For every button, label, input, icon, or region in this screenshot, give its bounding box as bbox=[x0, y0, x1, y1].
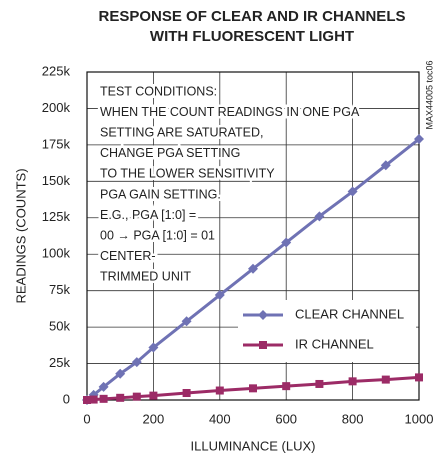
data-point bbox=[381, 375, 390, 384]
y-tick-label: 150k bbox=[42, 173, 71, 188]
x-tick-label: 200 bbox=[143, 411, 165, 426]
data-point bbox=[116, 393, 125, 402]
legend-marker bbox=[258, 310, 268, 320]
annotation: TEST CONDITIONS: bbox=[100, 84, 217, 98]
data-point bbox=[314, 211, 325, 222]
x-tick-label: 800 bbox=[342, 411, 364, 426]
data-point bbox=[89, 395, 98, 404]
data-point bbox=[249, 384, 257, 393]
chart-title: WITH FLUORESCENT LIGHT bbox=[150, 28, 354, 45]
data-point bbox=[98, 381, 109, 392]
x-tick-label: 600 bbox=[275, 411, 297, 426]
annotation: 00 → PGA [1:0] = 01 bbox=[100, 228, 215, 242]
legend-label: IR CHANNEL bbox=[295, 336, 374, 351]
data-point bbox=[414, 134, 424, 145]
data-point bbox=[83, 396, 91, 404]
annotation: SETTING ARE SATURATED, bbox=[100, 125, 263, 139]
y-axis-label: READINGS (COUNTS) bbox=[13, 168, 28, 303]
legend-marker bbox=[259, 341, 267, 349]
annotation: PGA GAIN SETTING. bbox=[100, 187, 221, 201]
data-point bbox=[181, 316, 192, 327]
legend-label: CLEAR CHANNEL bbox=[295, 306, 404, 321]
annotation: CHANGE PGA SETTING bbox=[100, 146, 240, 160]
x-tick-label: 400 bbox=[209, 411, 231, 426]
y-tick-label: 25k bbox=[49, 355, 70, 370]
annotation: TRIMMED UNIT bbox=[100, 270, 191, 284]
data-point bbox=[148, 342, 159, 353]
annotation: E.G., PGA [1:0] = bbox=[100, 208, 196, 222]
data-point bbox=[315, 379, 324, 388]
y-tick-label: 200k bbox=[42, 100, 71, 115]
data-point bbox=[282, 382, 291, 391]
data-point bbox=[132, 392, 141, 401]
x-tick-label: 1000 bbox=[405, 411, 434, 426]
plot-frame bbox=[86, 71, 420, 401]
data-point bbox=[348, 377, 357, 386]
data-point bbox=[215, 386, 224, 395]
y-tick-label: 100k bbox=[42, 246, 71, 261]
annotation: CENTER- bbox=[100, 249, 156, 263]
data-point bbox=[115, 368, 126, 379]
side-note: MAX44005 toc06 bbox=[424, 60, 434, 129]
y-tick-label: 0 bbox=[63, 391, 70, 406]
data-point bbox=[99, 394, 108, 403]
y-tick-label: 75k bbox=[49, 282, 70, 297]
data-point bbox=[347, 186, 358, 197]
data-point bbox=[182, 389, 191, 398]
x-tick-label: 0 bbox=[83, 411, 90, 426]
data-point bbox=[415, 373, 423, 382]
x-axis-label: ILLUMINANCE (LUX) bbox=[191, 438, 316, 453]
data-point bbox=[380, 160, 391, 171]
annotation: WHEN THE COUNT READINGS IN ONE PGA bbox=[100, 105, 360, 119]
y-tick-label: 225k bbox=[42, 63, 71, 78]
annotation: TO THE LOWER SENSITIVITY bbox=[100, 167, 275, 181]
data-point bbox=[248, 263, 258, 274]
data-point bbox=[131, 357, 142, 368]
chart-title: RESPONSE OF CLEAR AND IR CHANNELS bbox=[99, 8, 406, 25]
legend-box bbox=[238, 300, 416, 362]
y-tick-label: 125k bbox=[42, 209, 71, 224]
data-point bbox=[214, 290, 225, 301]
data-point bbox=[281, 237, 292, 248]
data-point bbox=[149, 391, 158, 400]
y-tick-label: 50k bbox=[49, 319, 70, 334]
y-tick-label: 175k bbox=[42, 136, 71, 151]
